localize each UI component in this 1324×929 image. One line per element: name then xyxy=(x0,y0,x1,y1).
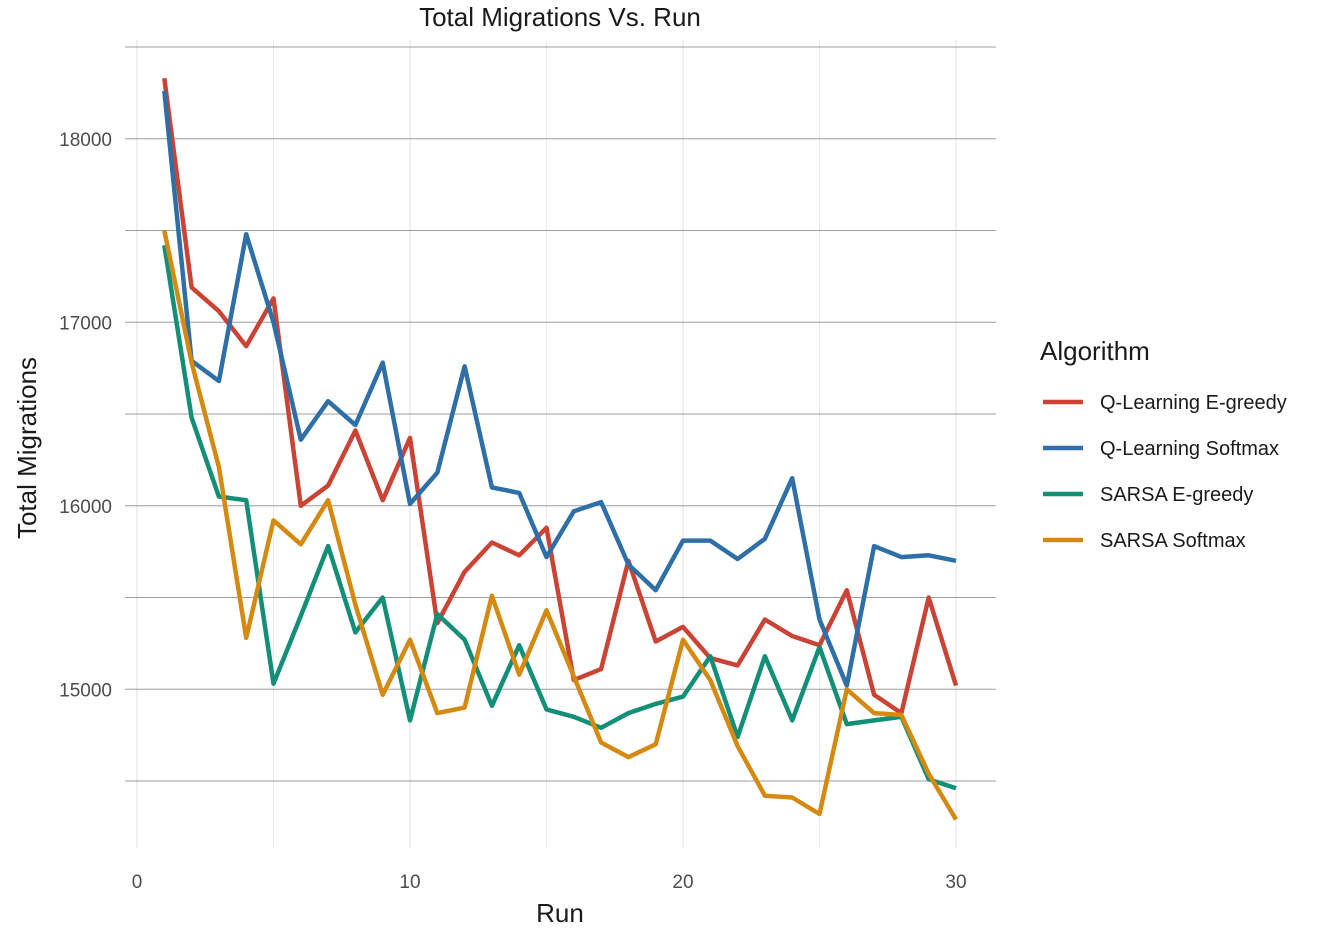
x-tick-label: 20 xyxy=(672,872,693,893)
y-tick-label: 18000 xyxy=(59,130,112,151)
y-axis-title: Total Migrations xyxy=(12,357,42,539)
series-line-1 xyxy=(162,77,959,716)
x-tick-label: 10 xyxy=(399,872,420,893)
y-axis-ticks: 15000 16000 17000 18000 xyxy=(59,130,112,702)
legend-label: SARSA Softmax xyxy=(1100,530,1246,552)
legend-label: Q-Learning E-greedy xyxy=(1100,392,1287,414)
series-line-4 xyxy=(162,230,958,821)
y-tick-label: 16000 xyxy=(59,497,112,518)
y-tick-label: 17000 xyxy=(59,313,112,334)
legend: Algorithm Q-Learning E-greedy Q-Learning … xyxy=(1040,336,1287,552)
series-line-3 xyxy=(162,244,957,791)
y-tick-label: 15000 xyxy=(59,680,112,701)
legend-label: Q-Learning Softmax xyxy=(1100,438,1279,460)
chart-title: Total Migrations Vs. Run xyxy=(419,2,701,32)
legend-label: SARSA E-greedy xyxy=(1100,484,1253,506)
x-tick-label: 30 xyxy=(945,872,966,893)
grid-lines xyxy=(125,40,996,848)
series-lines xyxy=(162,77,959,821)
legend-title: Algorithm xyxy=(1040,336,1150,366)
x-axis-title: Run xyxy=(536,898,584,928)
x-axis-ticks: 0 10 20 30 xyxy=(132,872,967,893)
series-line-2 xyxy=(162,90,957,688)
x-tick-label: 0 xyxy=(132,872,143,893)
